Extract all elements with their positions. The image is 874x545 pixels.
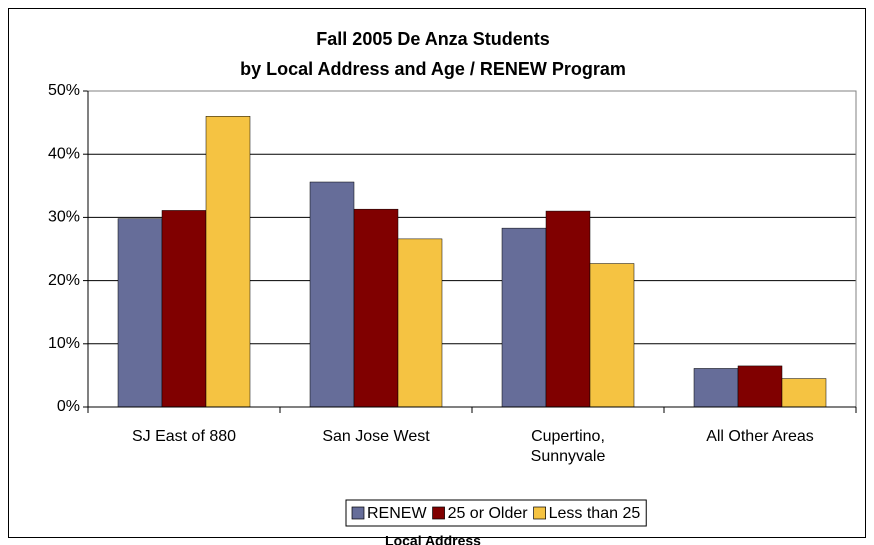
- x-tick-label: SJ East of 880: [131, 428, 237, 445]
- bar: [545, 210, 591, 408]
- x-tick-label: Cupertino, Sunnyvale: [530, 428, 606, 465]
- legend-label: 25 or Older: [448, 505, 529, 522]
- legend-swatch: [432, 506, 445, 520]
- legend-label: Less than 25: [549, 505, 641, 522]
- bar: [397, 238, 443, 408]
- bar: [737, 365, 783, 408]
- bar: [117, 218, 163, 408]
- legend-swatch: [351, 506, 365, 520]
- bar: [781, 378, 827, 408]
- y-tick-label: 0%: [57, 398, 80, 415]
- y-tick-label: 20%: [48, 272, 80, 289]
- legend-swatch: [533, 506, 546, 520]
- bar: [161, 210, 207, 408]
- bar: [309, 181, 355, 408]
- bar: [205, 116, 251, 408]
- bar: [501, 227, 547, 408]
- legend-box: [345, 499, 647, 527]
- legend-label: RENEW: [367, 505, 427, 522]
- y-tick-label: 40%: [48, 145, 80, 162]
- x-axis-label: Local Address: [385, 533, 481, 545]
- chart-subtitle: by Local Address and Age / RENEW Program: [240, 59, 626, 79]
- bar: [589, 263, 635, 408]
- bar: [693, 368, 739, 408]
- chart-title: Fall 2005 De Anza Students: [316, 29, 549, 49]
- legend: RENEW 25 or Older Less than 25: [345, 499, 647, 527]
- y-tick-label: 10%: [48, 335, 80, 352]
- y-tick-label: 50%: [48, 82, 80, 99]
- x-tick-label: San Jose West: [322, 428, 430, 445]
- x-tick-label: All Other Areas: [706, 428, 814, 445]
- bar: [353, 208, 399, 408]
- y-tick-label: 30%: [48, 209, 80, 226]
